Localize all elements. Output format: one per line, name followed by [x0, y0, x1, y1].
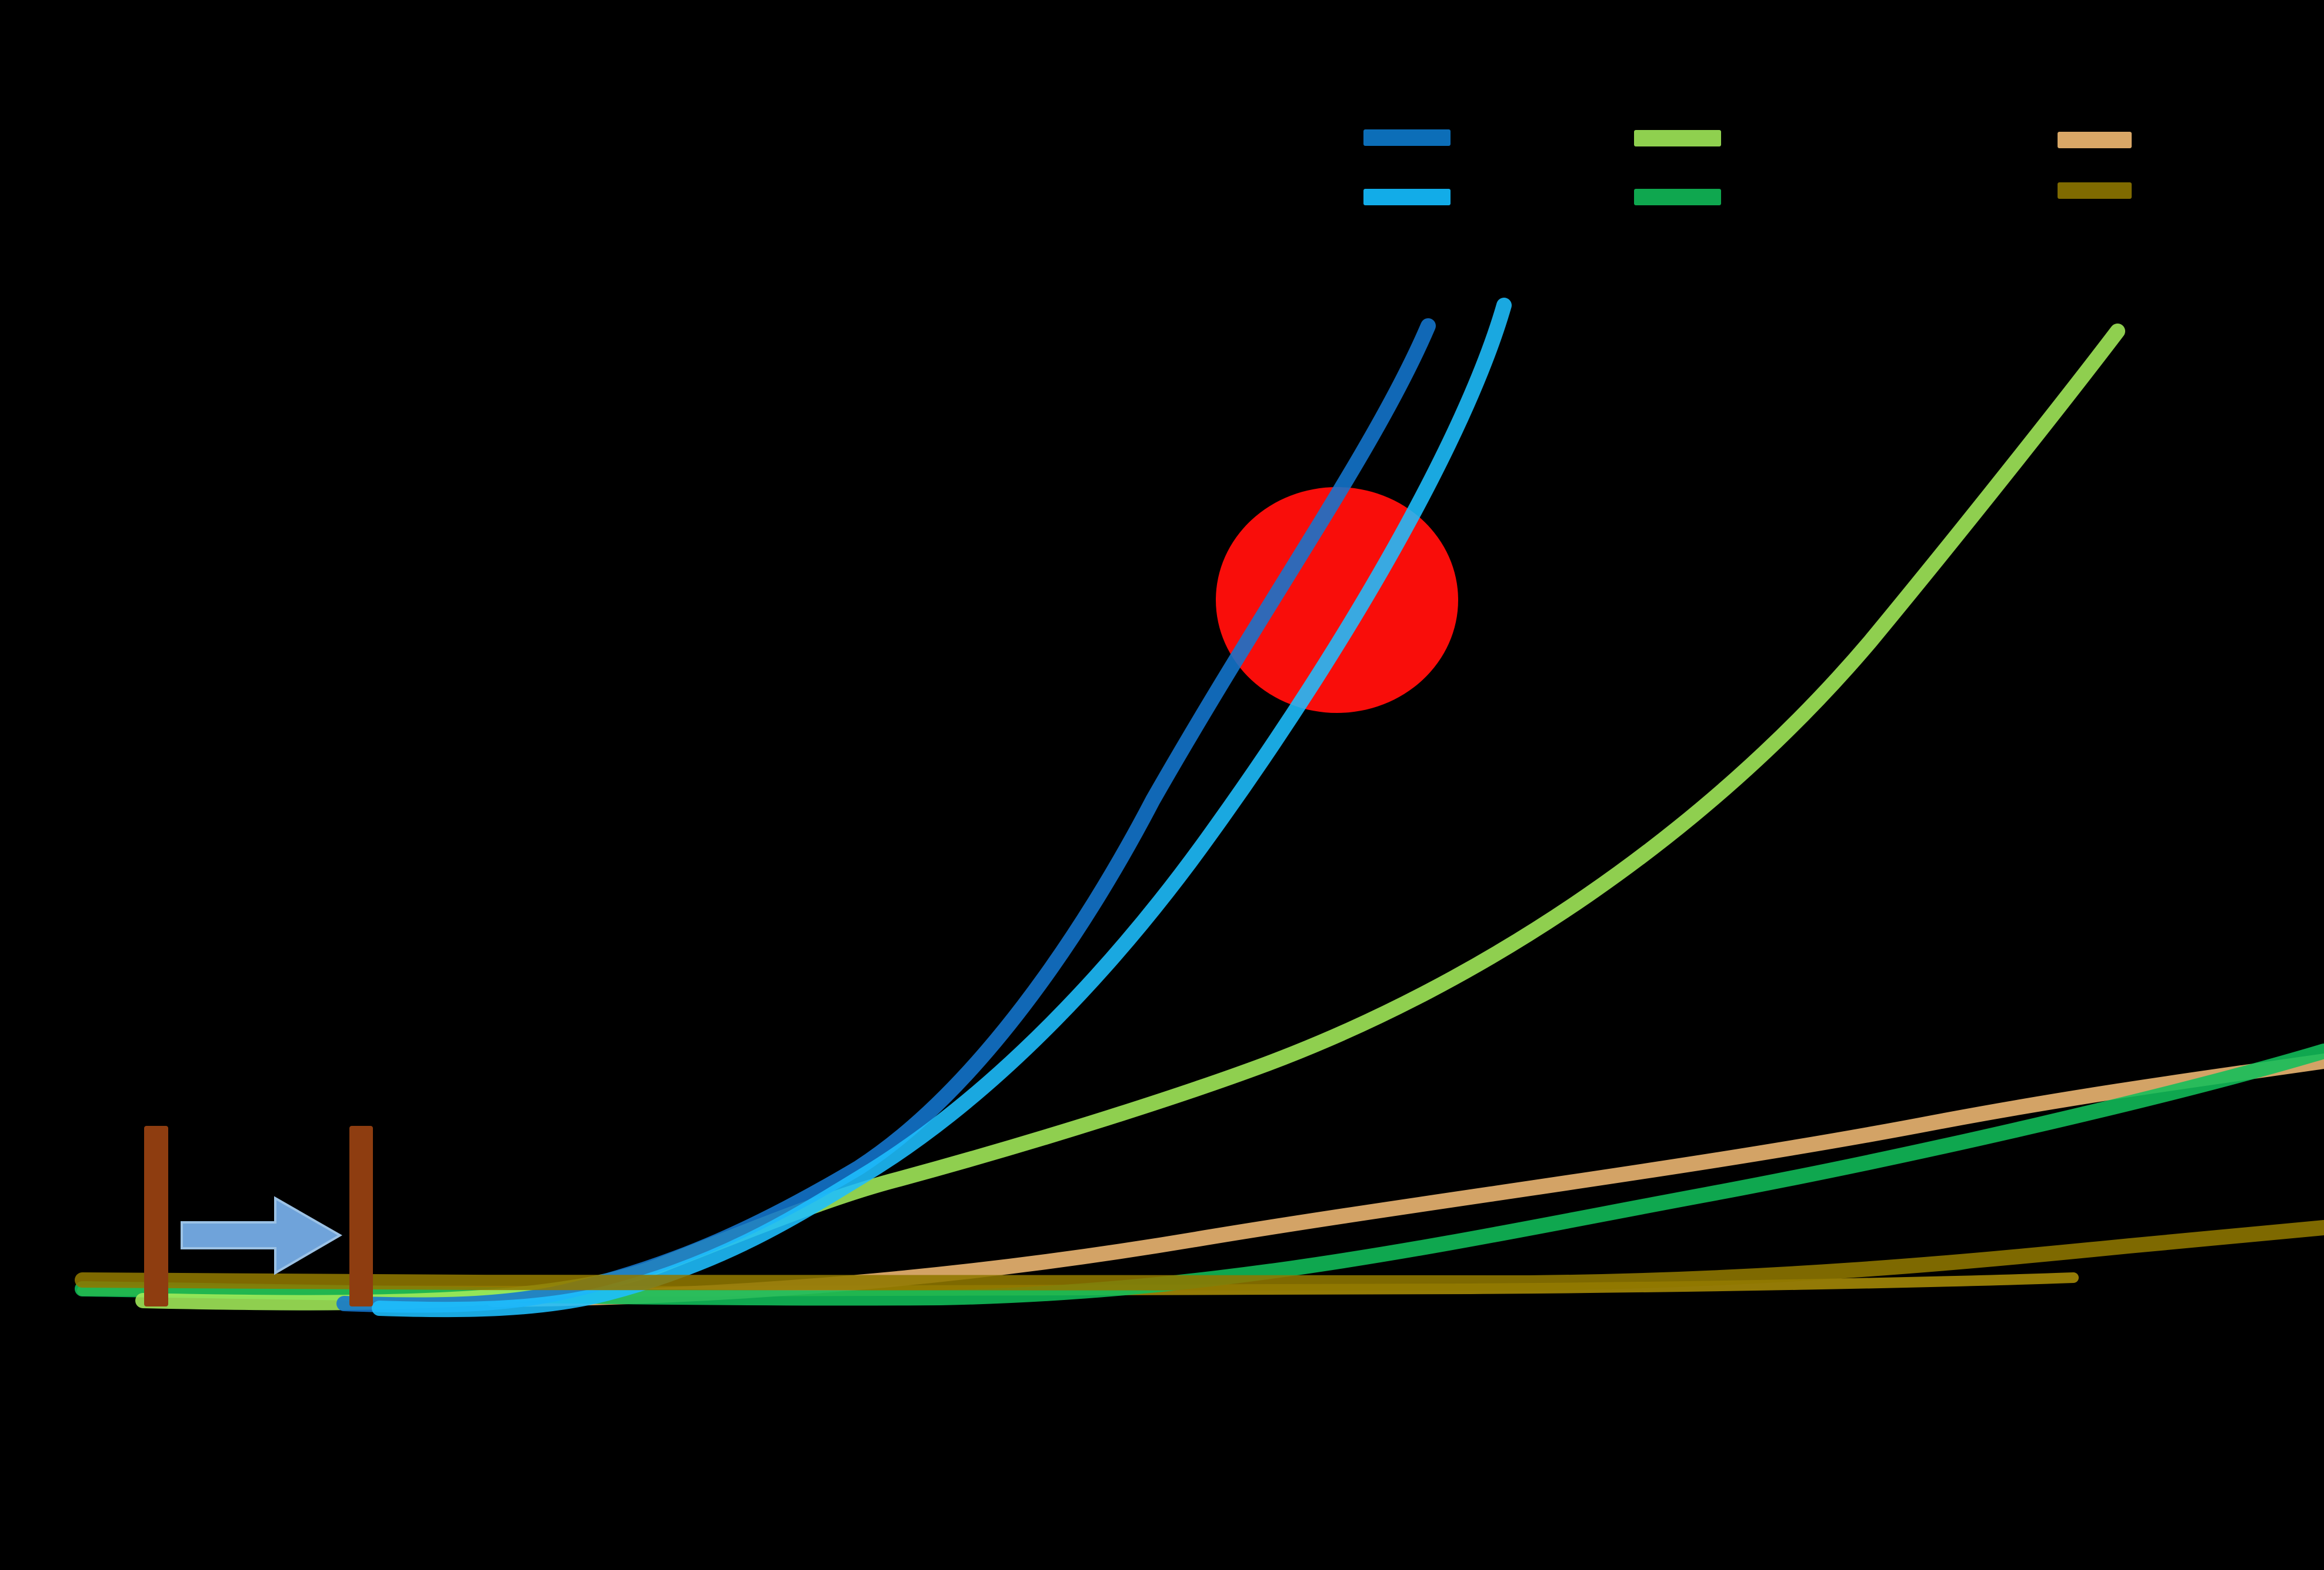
sigma-annotation: 1σ: [602, 1215, 651, 1261]
legend-swatch-olive: [2058, 182, 2132, 199]
limit-bar-right: [349, 1126, 373, 1306]
curve-tan: [485, 1054, 2324, 1307]
curve-layer: [75, 298, 2324, 1318]
curve-dark-blue: [336, 318, 1436, 1313]
curve-cyan: [372, 298, 1512, 1318]
range-marker-group: [144, 1126, 373, 1306]
highlight-ellipse: [1216, 487, 1458, 713]
curve-olive: [75, 1220, 2324, 1292]
legend: [1363, 129, 2132, 205]
limit-bar-left: [144, 1126, 168, 1306]
legend-swatch-dark-blue: [1363, 129, 1451, 146]
legend-swatch-tan: [2058, 132, 2132, 148]
legend-swatch-green: [1634, 189, 1721, 205]
highlight-layer: [1216, 487, 1458, 713]
legend-swatch-light-green: [1634, 130, 1721, 146]
legend-swatch-cyan: [1363, 189, 1451, 205]
curve-light-green: [135, 324, 2125, 1311]
shift-right-arrow-icon: [181, 1196, 343, 1275]
